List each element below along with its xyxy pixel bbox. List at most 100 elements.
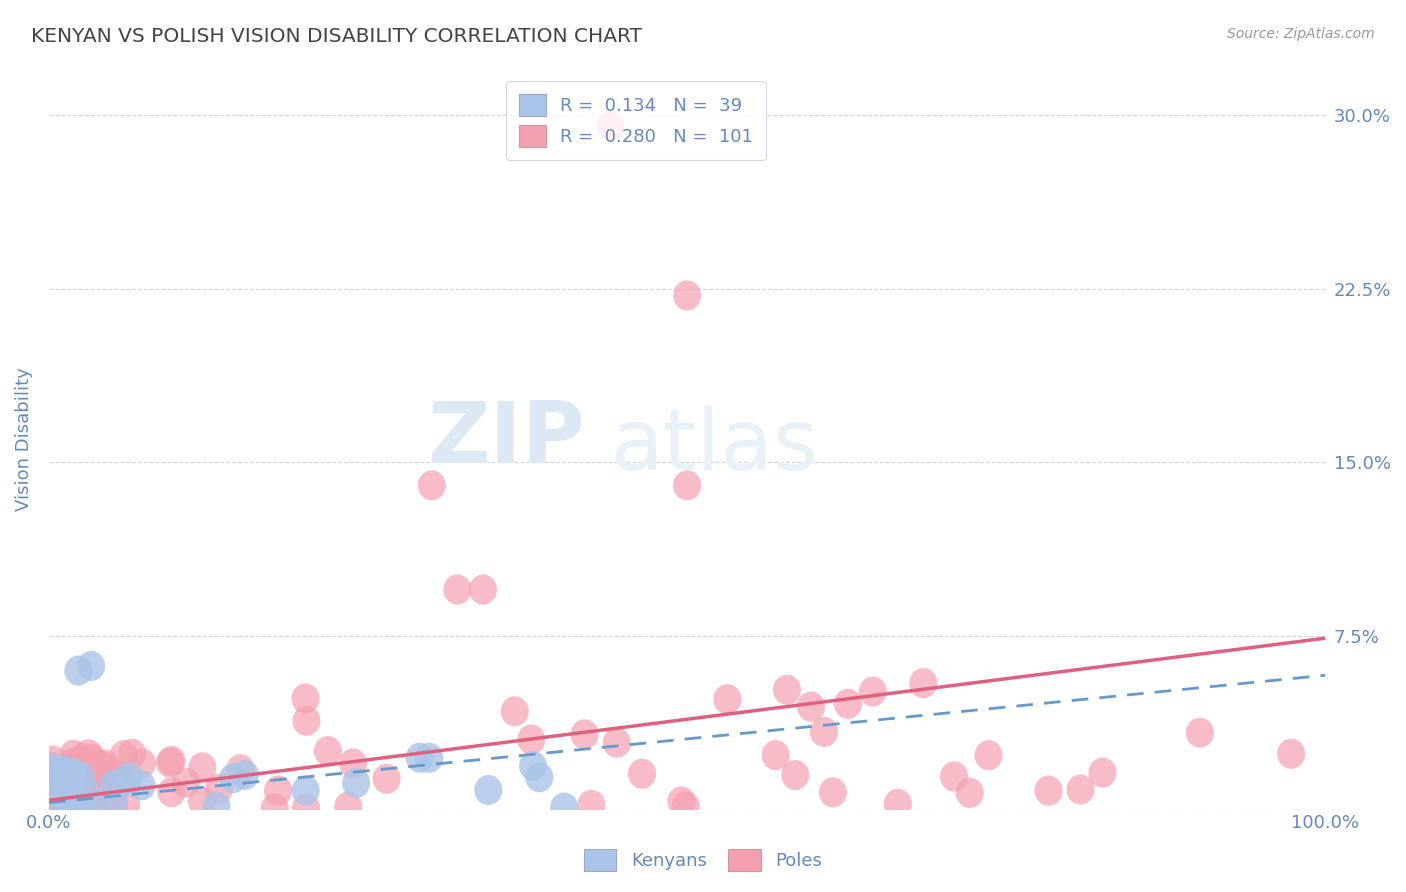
Ellipse shape [517,724,546,755]
Ellipse shape [405,743,433,772]
Ellipse shape [73,771,101,801]
Ellipse shape [668,787,696,816]
Ellipse shape [118,739,146,769]
Ellipse shape [42,785,70,815]
Ellipse shape [70,790,98,821]
Ellipse shape [104,760,132,789]
Ellipse shape [782,760,810,790]
Ellipse shape [291,775,319,805]
Ellipse shape [571,719,599,749]
Ellipse shape [100,784,128,814]
Ellipse shape [550,792,578,822]
Ellipse shape [58,748,86,779]
Ellipse shape [1185,718,1213,747]
Ellipse shape [51,777,79,806]
Ellipse shape [51,763,79,793]
Ellipse shape [226,754,254,784]
Ellipse shape [101,764,128,794]
Ellipse shape [219,763,247,793]
Ellipse shape [93,780,121,811]
Text: Source: ZipAtlas.com: Source: ZipAtlas.com [1227,27,1375,41]
Ellipse shape [44,787,72,817]
Ellipse shape [41,777,69,807]
Ellipse shape [52,767,80,797]
Ellipse shape [59,739,87,770]
Ellipse shape [474,775,502,805]
Ellipse shape [188,752,217,782]
Ellipse shape [52,779,80,808]
Ellipse shape [810,717,838,747]
Ellipse shape [202,791,231,822]
Ellipse shape [82,766,110,797]
Ellipse shape [66,777,94,806]
Ellipse shape [578,790,605,820]
Ellipse shape [59,761,87,790]
Ellipse shape [112,789,141,819]
Ellipse shape [39,791,67,822]
Ellipse shape [956,778,984,808]
Ellipse shape [59,749,87,780]
Ellipse shape [797,691,825,722]
Ellipse shape [205,773,233,804]
Ellipse shape [673,470,702,500]
Ellipse shape [443,574,471,605]
Ellipse shape [105,769,134,798]
Ellipse shape [67,748,96,779]
Ellipse shape [128,748,156,778]
Ellipse shape [90,753,118,783]
Ellipse shape [66,756,94,787]
Ellipse shape [941,762,969,791]
Ellipse shape [44,768,72,798]
Ellipse shape [76,776,104,805]
Ellipse shape [1088,757,1116,788]
Ellipse shape [70,775,98,805]
Ellipse shape [156,747,184,778]
Ellipse shape [260,794,288,823]
Ellipse shape [62,774,90,804]
Ellipse shape [46,764,75,795]
Ellipse shape [910,668,938,698]
Ellipse shape [91,749,120,780]
Ellipse shape [339,748,367,779]
Ellipse shape [342,768,370,798]
Ellipse shape [128,771,156,800]
Ellipse shape [157,777,186,807]
Ellipse shape [672,791,700,822]
Ellipse shape [62,790,90,821]
Ellipse shape [188,787,217,817]
Ellipse shape [80,793,108,823]
Ellipse shape [603,728,631,758]
Ellipse shape [48,787,76,817]
Ellipse shape [63,747,91,777]
Ellipse shape [292,706,321,736]
Ellipse shape [58,756,86,786]
Ellipse shape [115,762,143,792]
Text: atlas: atlas [610,405,818,488]
Ellipse shape [70,755,98,785]
Legend: R =  0.134   N =  39, R =  0.280   N =  101: R = 0.134 N = 39, R = 0.280 N = 101 [506,81,766,160]
Ellipse shape [65,754,93,783]
Ellipse shape [66,762,94,792]
Ellipse shape [98,770,127,800]
Ellipse shape [172,768,200,797]
Ellipse shape [75,739,103,769]
Ellipse shape [415,743,443,772]
Ellipse shape [673,280,702,310]
Ellipse shape [52,781,80,812]
Ellipse shape [713,684,741,714]
Ellipse shape [834,689,862,719]
Ellipse shape [48,770,76,800]
Ellipse shape [67,743,96,773]
Ellipse shape [628,758,657,789]
Ellipse shape [62,789,90,819]
Ellipse shape [335,791,363,822]
Ellipse shape [418,470,446,500]
Ellipse shape [157,746,186,776]
Ellipse shape [110,766,138,796]
Ellipse shape [66,767,94,797]
Text: ZIP: ZIP [427,398,585,481]
Ellipse shape [818,777,846,807]
Text: KENYAN VS POLISH VISION DISABILITY CORRELATION CHART: KENYAN VS POLISH VISION DISABILITY CORRE… [31,27,641,45]
Ellipse shape [519,751,547,781]
Ellipse shape [1035,775,1063,805]
